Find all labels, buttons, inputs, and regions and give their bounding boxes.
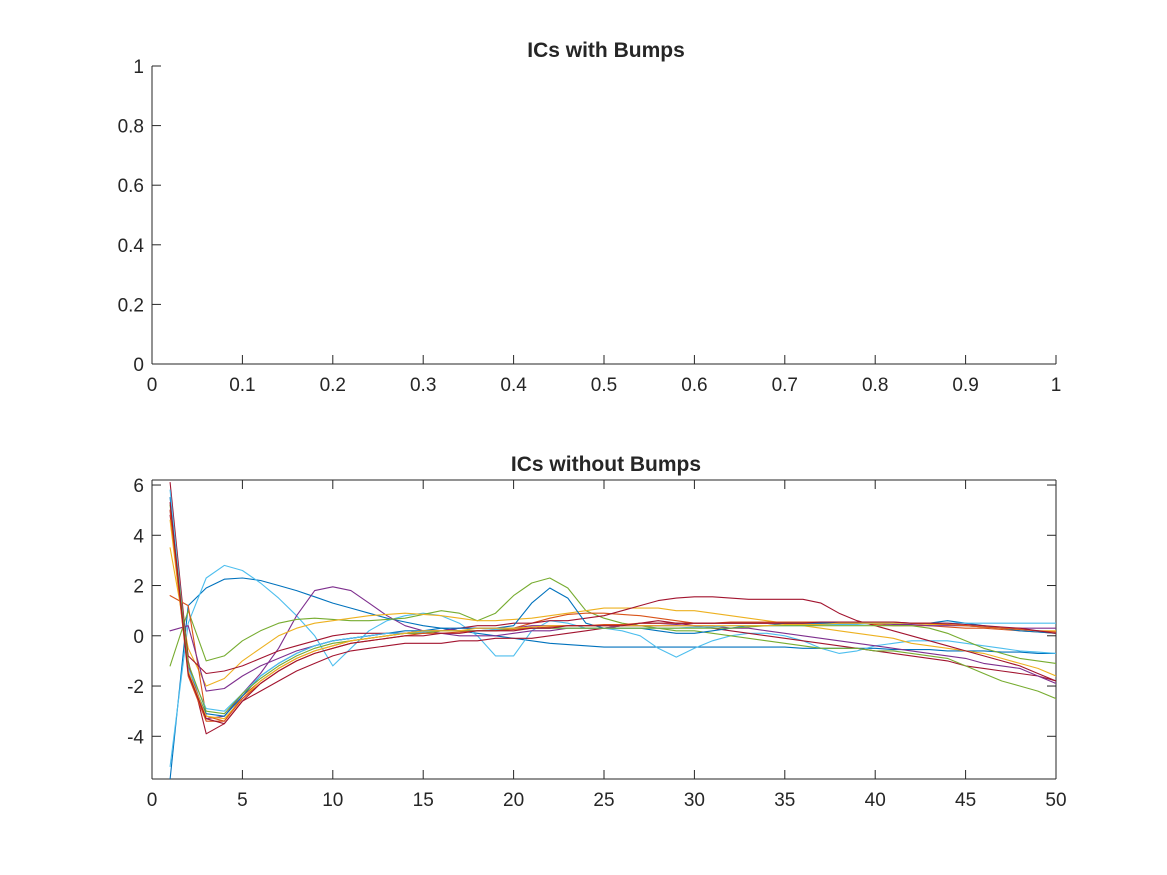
chart-title: ICs with Bumps xyxy=(527,39,685,62)
x-tick-label: 1 xyxy=(1051,375,1062,396)
x-tick-label: 10 xyxy=(322,790,343,811)
series-line-4 xyxy=(169,509,1056,720)
x-tick-label: 30 xyxy=(684,790,705,811)
x-tick-label: 35 xyxy=(774,790,795,811)
series-line-6 xyxy=(169,547,1056,687)
x-tick-label: 0.3 xyxy=(410,375,436,396)
y-tick-label: 2 xyxy=(133,577,144,598)
x-tick-label: 5 xyxy=(237,790,248,811)
y-tick-label: 0.6 xyxy=(118,176,144,197)
series-line-2 xyxy=(169,564,1056,767)
x-tick-label: 0.2 xyxy=(320,375,346,396)
series-line-11 xyxy=(169,489,1056,712)
y-tick-label: 1 xyxy=(133,57,144,78)
x-tick-label: 0.4 xyxy=(500,375,527,396)
x-tick-label: 25 xyxy=(593,790,614,811)
y-tick-label: 0.4 xyxy=(118,236,145,257)
series-line-15 xyxy=(169,502,1056,725)
series-line-12 xyxy=(169,504,1056,715)
x-tick-label: 0.5 xyxy=(591,375,617,396)
x-tick-label: 0 xyxy=(147,790,158,811)
y-tick-label: 0.8 xyxy=(118,117,144,138)
series-line-14 xyxy=(169,509,1056,722)
bottom-plot: 0 5 10 15 20 25 30 35 40 45 50 -4 -2 0 2 4 6 ICs without … xyxy=(127,453,1066,811)
y-tick-label: 0 xyxy=(133,627,144,648)
y-tick-label: 0.2 xyxy=(118,295,144,316)
x-tick-label: 0.1 xyxy=(229,375,255,396)
series-group xyxy=(169,481,1056,779)
y-tick-label: 4 xyxy=(133,526,144,547)
y-tick-label: -2 xyxy=(127,677,144,698)
x-tick-label: 0.9 xyxy=(952,375,978,396)
x-tick-label: 15 xyxy=(413,790,434,811)
x-tick-label: 0.6 xyxy=(681,375,707,396)
x-tick-label: 20 xyxy=(503,790,524,811)
y-tick-label: 6 xyxy=(133,476,144,497)
chart-title: ICs without Bumps xyxy=(511,453,701,476)
x-tick-label: 40 xyxy=(865,790,886,811)
x-tick-label: 0 xyxy=(147,375,158,396)
series-line-1 xyxy=(169,577,1056,779)
x-tick-label: 45 xyxy=(955,790,976,811)
series-line-5 xyxy=(169,577,1056,700)
x-tick-label: 0.8 xyxy=(862,375,888,396)
top-plot: 0 0.1 0.2 0.3 0.4 0.5 0.6 0.7 0.8 0.9 1 0 0.2 0.4 0.6 0… xyxy=(118,39,1062,396)
series-line-8 xyxy=(169,514,1056,682)
y-tick-label: 0 xyxy=(133,355,144,376)
y-tick-label: -4 xyxy=(127,727,144,748)
x-tick-label: 0.7 xyxy=(772,375,798,396)
x-tick-label: 50 xyxy=(1045,790,1066,811)
